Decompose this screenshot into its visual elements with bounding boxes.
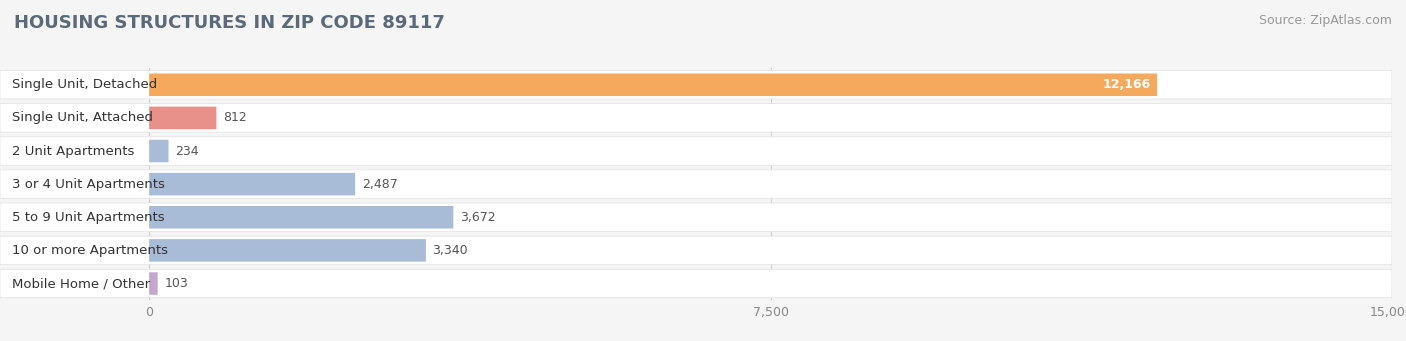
Text: 2,487: 2,487 bbox=[361, 178, 398, 191]
Text: 10 or more Apartments: 10 or more Apartments bbox=[13, 244, 169, 257]
FancyBboxPatch shape bbox=[0, 203, 1392, 232]
Text: 3 or 4 Unit Apartments: 3 or 4 Unit Apartments bbox=[13, 178, 166, 191]
FancyBboxPatch shape bbox=[0, 137, 1392, 165]
FancyBboxPatch shape bbox=[0, 170, 1392, 198]
FancyBboxPatch shape bbox=[149, 107, 217, 129]
Text: Single Unit, Detached: Single Unit, Detached bbox=[13, 78, 157, 91]
FancyBboxPatch shape bbox=[149, 140, 169, 162]
FancyBboxPatch shape bbox=[149, 239, 426, 262]
FancyBboxPatch shape bbox=[0, 236, 1392, 265]
Text: 812: 812 bbox=[224, 112, 247, 124]
FancyBboxPatch shape bbox=[0, 71, 1392, 99]
Text: 5 to 9 Unit Apartments: 5 to 9 Unit Apartments bbox=[13, 211, 165, 224]
Text: Single Unit, Attached: Single Unit, Attached bbox=[13, 112, 153, 124]
FancyBboxPatch shape bbox=[0, 104, 1392, 132]
FancyBboxPatch shape bbox=[149, 173, 356, 195]
Text: 3,340: 3,340 bbox=[433, 244, 468, 257]
Text: 12,166: 12,166 bbox=[1102, 78, 1150, 91]
FancyBboxPatch shape bbox=[149, 74, 1157, 96]
Text: 234: 234 bbox=[176, 145, 198, 158]
FancyBboxPatch shape bbox=[149, 272, 157, 295]
Text: HOUSING STRUCTURES IN ZIP CODE 89117: HOUSING STRUCTURES IN ZIP CODE 89117 bbox=[14, 14, 444, 32]
Text: Source: ZipAtlas.com: Source: ZipAtlas.com bbox=[1258, 14, 1392, 27]
Text: 2 Unit Apartments: 2 Unit Apartments bbox=[13, 145, 135, 158]
Text: 103: 103 bbox=[165, 277, 188, 290]
FancyBboxPatch shape bbox=[149, 206, 453, 228]
Text: Mobile Home / Other: Mobile Home / Other bbox=[13, 277, 150, 290]
Text: 3,672: 3,672 bbox=[460, 211, 496, 224]
FancyBboxPatch shape bbox=[0, 269, 1392, 298]
